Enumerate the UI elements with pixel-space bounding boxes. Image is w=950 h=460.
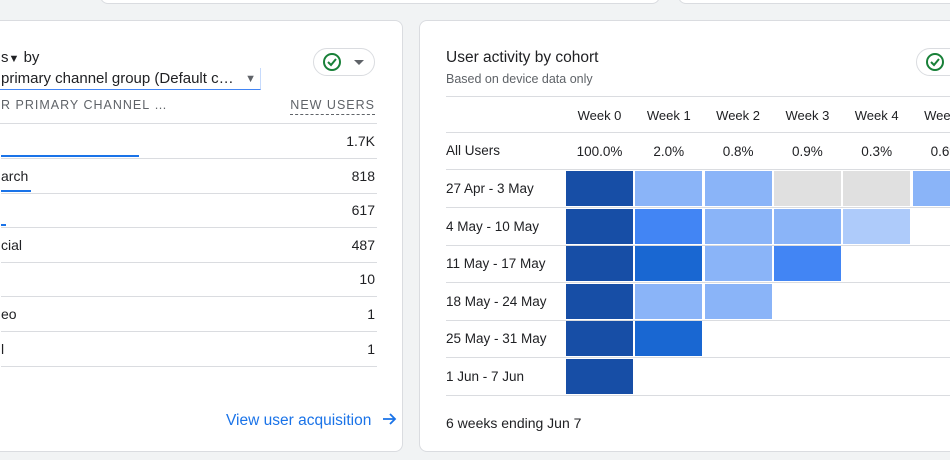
cohort-cell: [635, 171, 703, 206]
row-divider: [1, 365, 377, 367]
cohort-cell: [704, 246, 772, 281]
column-header: Week 4: [854, 108, 899, 123]
status-button[interactable]: [313, 48, 375, 76]
status-button[interactable]: [916, 48, 950, 76]
cohort-cell: [566, 171, 633, 206]
cohort-cell: [566, 321, 633, 356]
cohort-cell: [566, 283, 633, 319]
row-value: 1.7K: [346, 133, 375, 149]
dropdown-arrow: ▼: [245, 73, 256, 85]
cohort-cell: [843, 171, 911, 206]
row-label: cial: [1, 236, 23, 253]
header-divider: [446, 132, 950, 133]
row-divider: [1, 227, 377, 229]
row-value: 10: [359, 271, 375, 288]
dropdown-arrow: ▼: [8, 53, 20, 65]
cohort-cell: [566, 358, 633, 394]
card-subtitle: Based on device data only: [446, 72, 593, 86]
row-label: l: [1, 340, 5, 357]
all-users-value: 0.6%: [930, 144, 950, 159]
card-footer: 6 weeks ending Jun 7: [446, 415, 582, 431]
column-header: R PRIMARY CHANNEL …: [1, 98, 168, 112]
all-users-value: 0.9%: [792, 144, 823, 159]
row-divider: [1, 261, 377, 263]
cohort-cell: [912, 171, 950, 206]
dimension-dropdown[interactable]: primary channel group (Default c… ▼: [0, 68, 261, 90]
row-label: 11 May - 17 May: [446, 256, 546, 271]
arrow-icon: [382, 413, 396, 425]
row-value: 617: [351, 202, 375, 219]
row-bar: [1, 155, 139, 157]
header-divider: [446, 96, 950, 97]
column-header: NEW USERS: [290, 98, 375, 115]
row-label: arch: [1, 167, 29, 184]
cohort-cell: [635, 246, 703, 281]
all-users-value: 2.0%: [653, 144, 685, 159]
status-icons: [323, 53, 364, 71]
row-label: 27 Apr - 3 May: [446, 181, 534, 196]
row-label: 25 May - 31 May: [446, 331, 547, 346]
row-bar: [1, 189, 31, 192]
row-label: 18 May - 24 May: [446, 293, 547, 309]
row-value: 1: [367, 306, 375, 322]
card-top: [100, 0, 660, 4]
row-divider: [446, 394, 950, 396]
card-title: s▼ by: [1, 49, 39, 66]
acquisition-card: s▼ by primary channel group (Default c… …: [0, 20, 403, 452]
all-users-value: 0.8%: [722, 144, 754, 159]
cohort-cell: [843, 208, 911, 244]
view-link[interactable]: View user acquisition: [226, 412, 398, 430]
header-divider: [0, 123, 377, 124]
row-divider: [1, 296, 377, 298]
row-divider: [1, 158, 377, 159]
row-divider: [446, 207, 950, 208]
row-label: eo: [1, 306, 17, 322]
row-divider: [446, 169, 950, 170]
row-divider: [446, 357, 950, 358]
title-text: by: [23, 49, 40, 66]
cohort-cell: [566, 208, 633, 244]
cohort-cell: [566, 246, 633, 281]
cohort-cell: [773, 171, 841, 206]
row-bar: [1, 224, 6, 227]
dropdown-text: primary channel group (Default c…: [1, 70, 234, 87]
cohort-cell: [635, 321, 703, 356]
cohort-cell: [773, 208, 841, 244]
column-header: Week 3: [785, 108, 830, 123]
row-value: 1: [367, 340, 375, 357]
all-users-value: 100.0%: [576, 144, 623, 159]
row-divider: [446, 319, 950, 321]
cohort-cell: [635, 208, 703, 244]
cohort-cell: [704, 283, 772, 319]
card-top: [678, 0, 950, 4]
card-title: User activity by cohort: [446, 49, 599, 66]
row-label: 1 Jun - 7 Jun: [446, 368, 525, 384]
row-divider: [1, 331, 377, 332]
row-label: All Users: [446, 143, 501, 158]
row-label: 4 May - 10 May: [446, 218, 540, 234]
cohort-cell: [704, 208, 772, 244]
cohort-cell: [635, 283, 703, 319]
cohort-card: User activity by cohort Based on device …: [419, 20, 950, 452]
row-value: 818: [351, 167, 375, 184]
title-text: s: [1, 49, 9, 66]
row-divider: [1, 192, 377, 194]
cohort-cell: [773, 246, 841, 281]
column-header: Week 1: [646, 108, 691, 123]
all-users-value: 0.3%: [861, 144, 893, 159]
column-header: Week 2: [716, 108, 761, 123]
column-header: Week 0: [577, 108, 622, 123]
status-icons: [926, 53, 944, 71]
row-divider: [446, 282, 950, 283]
cohort-cell: [704, 171, 772, 206]
link-text: View user acquisition: [226, 412, 372, 429]
column-header: Week 5: [924, 108, 950, 123]
row-value: 487: [351, 236, 375, 253]
row-divider: [446, 244, 950, 246]
